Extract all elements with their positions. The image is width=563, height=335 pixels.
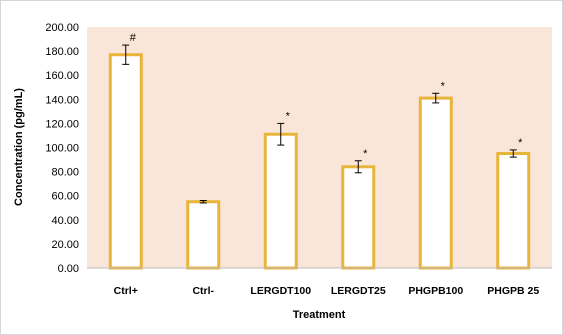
y-tick-label: 20.00 <box>51 239 79 251</box>
bar <box>263 132 298 270</box>
y-axis-title: Concentration (pg/mL) <box>13 88 25 206</box>
error-bars <box>122 44 517 204</box>
x-tick-label: PHGPB 25 <box>487 285 539 297</box>
y-tick-label: 40.00 <box>51 215 79 227</box>
y-tick-label: 120.00 <box>45 118 79 130</box>
significance-mark: * <box>441 80 446 92</box>
bar <box>496 152 531 270</box>
y-axis: 0.00 20.00 40.00 60.00 80.00 100.00 120.00 140.… <box>45 22 79 275</box>
y-tick-label: 100.00 <box>45 143 79 155</box>
y-tick-label: 80.00 <box>51 167 79 179</box>
plot-area <box>87 27 552 268</box>
significance-marks: # * * * * <box>130 32 523 160</box>
bars <box>108 53 531 270</box>
x-tick-label: LERGDT25 <box>331 285 386 297</box>
y-tick-label: 140.00 <box>45 94 79 106</box>
y-tick-label: 180.00 <box>45 46 79 58</box>
y-tick-label: 0.00 <box>58 263 79 275</box>
bar <box>186 200 221 270</box>
y-tick-label: 160.00 <box>45 70 79 82</box>
significance-mark: # <box>130 32 137 44</box>
bar <box>341 165 376 270</box>
significance-mark: * <box>363 148 368 160</box>
x-axis-title: Treatment <box>293 309 346 321</box>
x-tick-label: Ctrl- <box>192 285 214 297</box>
bar <box>418 96 453 270</box>
bar <box>108 53 143 270</box>
x-tick-label: LERGDT100 <box>250 285 311 297</box>
x-axis: Ctrl+ Ctrl- LERGDT100 LERGDT25 PHGPB100 PHGPB… <box>114 285 540 297</box>
x-tick-label: Ctrl+ <box>114 285 138 297</box>
y-tick-label: 60.00 <box>51 191 79 203</box>
x-tick-label: PHGPB100 <box>408 285 463 297</box>
significance-mark: * <box>286 110 291 122</box>
significance-mark: * <box>518 137 523 149</box>
y-tick-label: 200.00 <box>45 22 79 34</box>
